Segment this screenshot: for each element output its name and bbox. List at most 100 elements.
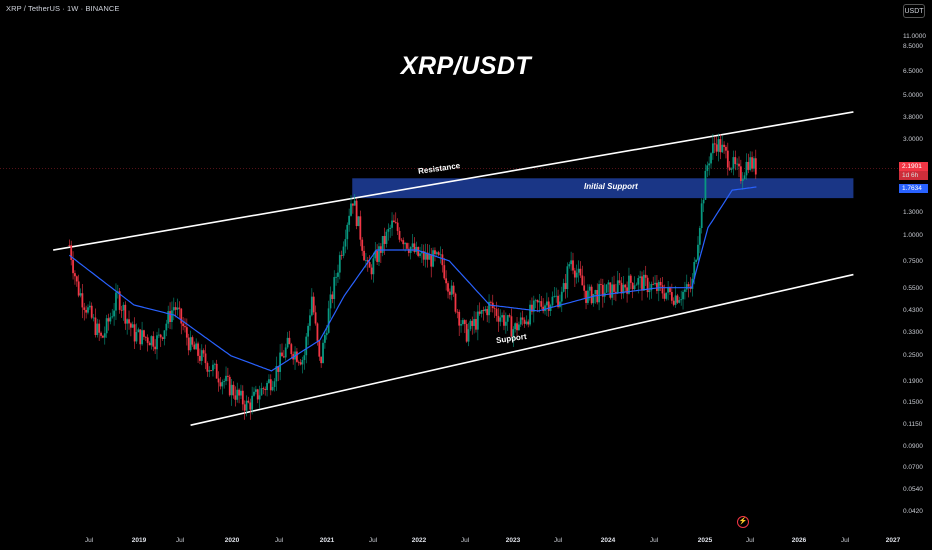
last-price-badge: 2.1901 bbox=[899, 162, 928, 171]
candle-body bbox=[284, 347, 287, 358]
lightning-icon[interactable]: ⚡ bbox=[737, 516, 749, 528]
candle-body bbox=[187, 337, 190, 351]
candle-body bbox=[223, 381, 226, 382]
candle-body bbox=[575, 272, 578, 278]
candle-body bbox=[753, 158, 755, 169]
price-tick-label: 8.5000 bbox=[903, 43, 923, 50]
candle-body bbox=[635, 284, 638, 286]
candle-body bbox=[628, 275, 630, 294]
candle-body bbox=[396, 222, 399, 231]
candle-body bbox=[178, 307, 181, 309]
candle-body bbox=[588, 286, 591, 291]
candle-body bbox=[516, 323, 518, 331]
candle-body bbox=[279, 352, 282, 372]
candle-body bbox=[159, 334, 162, 338]
candle-body bbox=[241, 390, 244, 405]
candle-body bbox=[322, 342, 324, 364]
candle-body bbox=[169, 311, 171, 322]
candle-body bbox=[723, 144, 725, 147]
candle-body bbox=[98, 323, 101, 333]
candle-body bbox=[698, 228, 701, 245]
candle-body bbox=[613, 284, 615, 292]
candle-body bbox=[725, 146, 727, 151]
candle-body bbox=[213, 363, 216, 365]
candle-body bbox=[226, 375, 229, 377]
candle-body bbox=[271, 386, 274, 391]
candle-body bbox=[739, 166, 742, 181]
candle-body bbox=[277, 366, 280, 372]
candle-body bbox=[146, 337, 149, 343]
candle-body bbox=[204, 353, 207, 364]
candle-body bbox=[476, 311, 479, 330]
candle-body bbox=[432, 250, 434, 267]
candle-body bbox=[749, 157, 752, 170]
chart-title: XRP/USDT bbox=[400, 52, 532, 80]
candle-body bbox=[87, 307, 89, 313]
candle-body bbox=[273, 381, 276, 387]
candle-body bbox=[165, 323, 168, 331]
candle-body bbox=[268, 379, 270, 383]
candle-body bbox=[281, 352, 283, 357]
candle-body bbox=[743, 175, 746, 180]
candle-body bbox=[467, 329, 470, 342]
candle-body bbox=[103, 333, 106, 338]
candle-body bbox=[407, 248, 410, 253]
candle-body bbox=[523, 319, 526, 324]
time-tick-label: Jul bbox=[84, 537, 94, 544]
price-tick-label: 0.5500 bbox=[903, 285, 923, 292]
candle-body bbox=[435, 252, 438, 255]
currency-button[interactable]: USDT bbox=[903, 4, 925, 18]
candle-body bbox=[441, 254, 444, 266]
candle-body bbox=[230, 384, 233, 396]
candle-body bbox=[734, 157, 737, 165]
candle-body bbox=[471, 320, 474, 326]
candle-body bbox=[81, 293, 84, 308]
time-tick-label: 2023 bbox=[505, 537, 521, 544]
candle-body bbox=[469, 320, 472, 330]
candle-body bbox=[534, 299, 537, 301]
candle-body bbox=[674, 295, 677, 305]
candle-body bbox=[176, 307, 179, 310]
candle-body bbox=[715, 144, 718, 152]
candle-body bbox=[335, 276, 337, 278]
candle-body bbox=[736, 163, 739, 165]
candle-body bbox=[374, 250, 377, 259]
candle-body bbox=[245, 400, 248, 411]
price-tick-label: 0.1150 bbox=[903, 421, 923, 428]
candle-body bbox=[684, 289, 686, 292]
candle-body bbox=[678, 300, 681, 303]
candle-body bbox=[417, 247, 420, 256]
candle-body bbox=[676, 295, 679, 303]
candle-body bbox=[109, 317, 112, 322]
candle-body bbox=[337, 272, 339, 277]
candle-body bbox=[366, 260, 369, 263]
candle-body bbox=[422, 251, 425, 260]
candle-body bbox=[605, 284, 608, 293]
candle-body bbox=[581, 275, 584, 286]
price-tick-label: 0.2500 bbox=[903, 352, 923, 359]
price-tick-label: 0.0420 bbox=[903, 508, 923, 515]
candle-body bbox=[193, 344, 196, 350]
candle-body bbox=[282, 356, 285, 358]
candle-body bbox=[135, 332, 138, 342]
price-tick-label: 0.4300 bbox=[903, 307, 923, 314]
candle-body bbox=[652, 284, 655, 285]
candle-body bbox=[357, 216, 360, 227]
candle-body bbox=[208, 370, 211, 372]
candle-body bbox=[195, 343, 198, 350]
candle-body bbox=[156, 335, 158, 350]
candle-body bbox=[504, 321, 507, 326]
candle-body bbox=[721, 144, 724, 153]
candle-body bbox=[704, 170, 707, 200]
candle-body bbox=[465, 324, 468, 342]
candle-body bbox=[555, 295, 558, 297]
candle-body bbox=[144, 336, 147, 338]
candle-body bbox=[532, 300, 535, 312]
price-tick-label: 0.7500 bbox=[903, 258, 923, 265]
candle-body bbox=[262, 388, 265, 390]
candle-body bbox=[68, 245, 71, 246]
candle-body bbox=[754, 158, 757, 175]
time-tick-label: 2025 bbox=[697, 537, 713, 544]
